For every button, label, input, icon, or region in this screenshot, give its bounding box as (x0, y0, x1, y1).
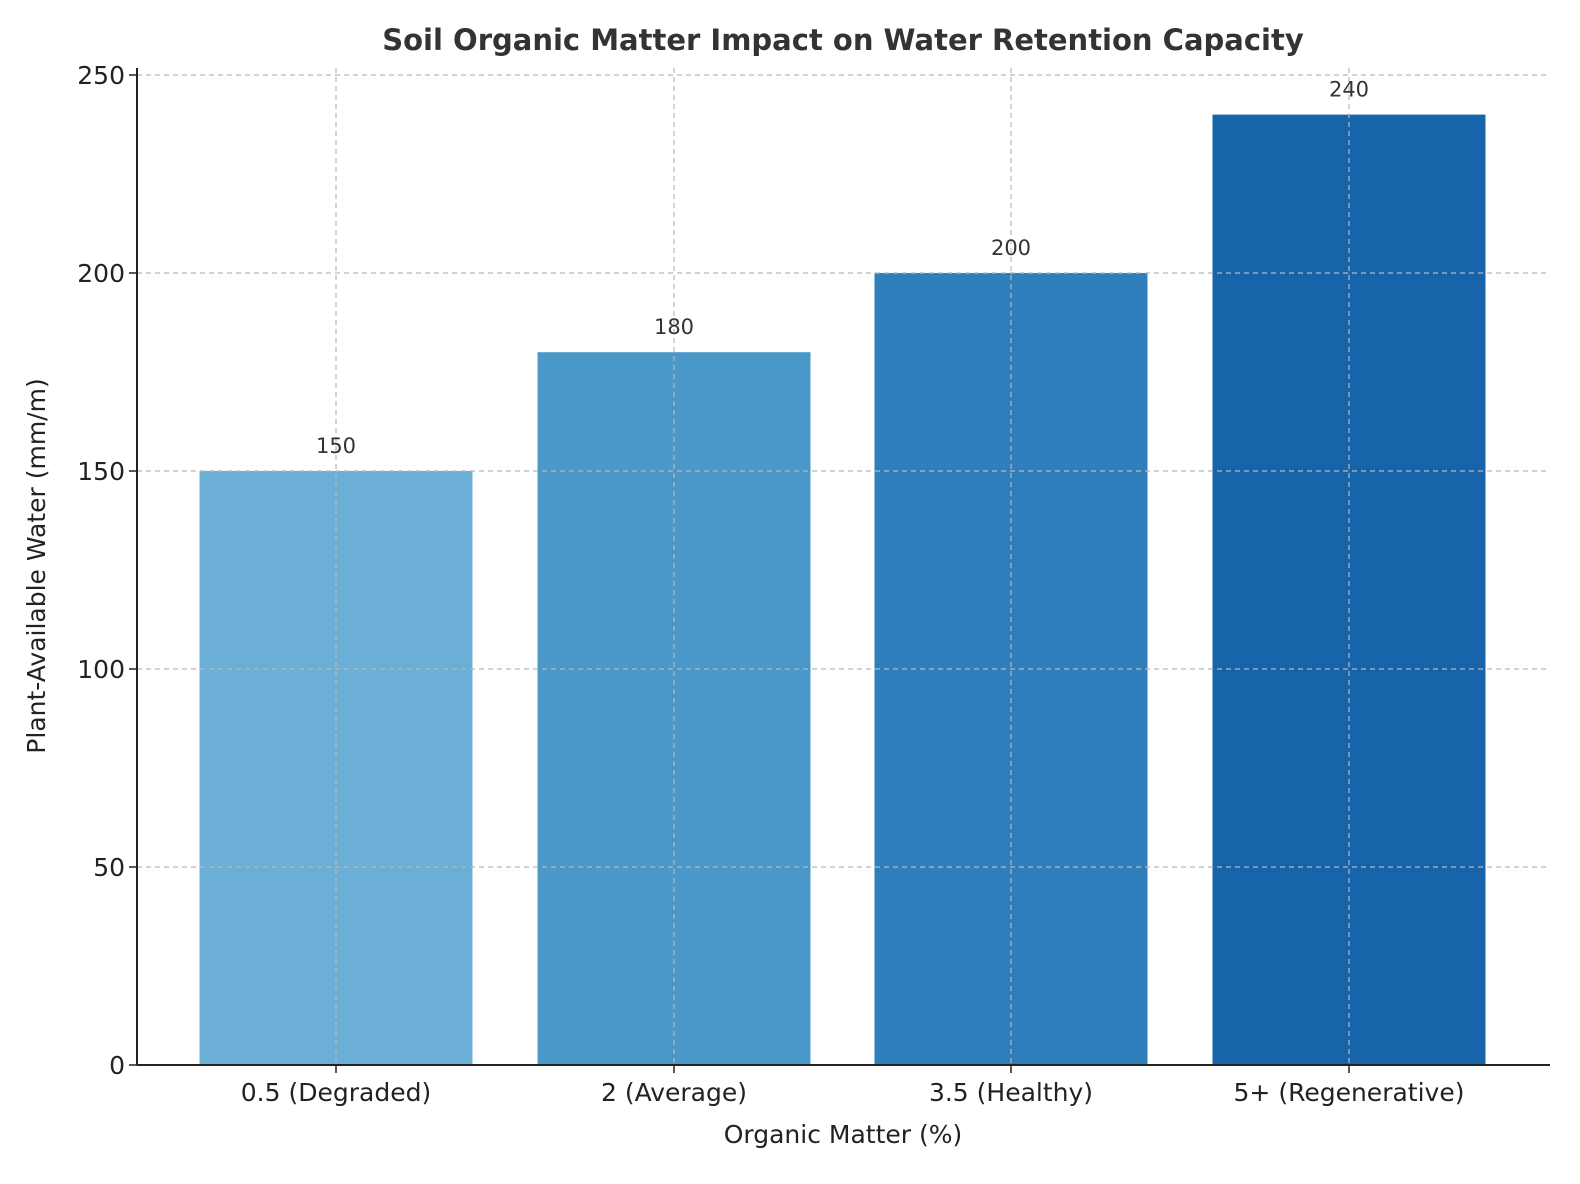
x-tick-label: 2 (Average) (601, 1078, 747, 1107)
y-tick-label: 0 (109, 1051, 125, 1080)
data-label: 200 (991, 236, 1031, 260)
data-label: 150 (316, 434, 356, 458)
y-tick-label: 50 (93, 853, 125, 882)
y-tick-label: 150 (77, 457, 125, 486)
y-tick-label: 250 (77, 61, 125, 90)
bar (199, 471, 473, 1065)
x-tick-label: 3.5 (Healthy) (929, 1078, 1093, 1107)
chart-title: Soil Organic Matter Impact on Water Rete… (382, 23, 1304, 57)
x-tick-label: 5+ (Regenerative) (1234, 1078, 1465, 1107)
y-axis-label: Plant-Available Water (mm/m) (22, 378, 51, 753)
x-axis-label: Organic Matter (%) (724, 1120, 963, 1149)
x-tick-label: 0.5 (Degraded) (241, 1078, 431, 1107)
data-label: 180 (654, 315, 694, 339)
y-tick-label: 200 (77, 259, 125, 288)
y-tick-label: 100 (77, 655, 125, 684)
data-label: 240 (1329, 78, 1369, 102)
